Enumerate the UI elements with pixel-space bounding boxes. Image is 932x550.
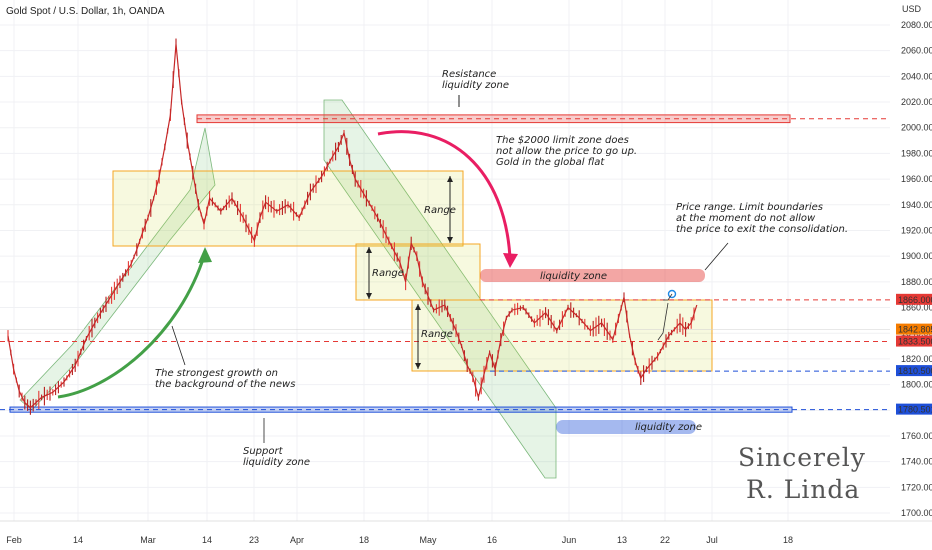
x-tick-label: May: [419, 535, 437, 545]
chart-title: Gold Spot / U.S. Dollar, 1h, OANDA: [6, 6, 165, 17]
decline-arrow: [377, 130, 512, 259]
x-tick-label: 14: [73, 535, 83, 545]
projection-line: [657, 302, 669, 341]
y-tick-label: 1720.00: [901, 482, 932, 492]
level-badge-1: [896, 293, 932, 305]
growth-arrow: [57, 252, 207, 399]
level-badge-label-2: 1842.805: [898, 325, 932, 335]
level-badge-label-1: 1866.000: [898, 295, 932, 305]
range-label-3: Range: [421, 329, 453, 340]
y-tick-label: 1860.00: [901, 303, 932, 313]
x-tick-label: Mar: [140, 535, 156, 545]
grid-layer: [0, 0, 890, 521]
x-tick-label: Apr: [290, 535, 304, 545]
annotation-price-range-pointer: [704, 242, 729, 271]
annotation-limit-zone-line-3: Gold in the global flat: [496, 157, 605, 168]
annotation-support-line-1: Support: [243, 446, 284, 457]
annotation-growth-pointer: [171, 325, 186, 366]
range-label-2: Range: [372, 268, 404, 279]
price-layer: [7, 38, 698, 415]
annotation-price-range-line-3: the price to exit the consolidation.: [676, 224, 848, 235]
level-badge-4: [896, 365, 932, 377]
annotation-limit-zone-line-2: not allow the price to go up.: [496, 146, 637, 157]
y-tick-label: 1980.00: [901, 148, 932, 158]
y-tick-label: 1700.00: [901, 508, 932, 518]
x-tick-label: Jun: [562, 535, 577, 545]
level-badge-label-4: 1810.500: [898, 366, 932, 376]
y-tick-label: 2000.00: [901, 123, 932, 133]
y-tick-label: 1960.00: [901, 174, 932, 184]
range-label-1: Range: [424, 205, 456, 216]
range-arrow-2-bottom: [366, 293, 372, 299]
y-tick-label: 2080.00: [901, 20, 932, 30]
level-badge-label-3: 1833.500: [898, 337, 932, 347]
currency-label: USD: [902, 4, 922, 14]
y-tick-label: 1880.00: [901, 277, 932, 287]
annotation-resistance-line-2: liquidity zone: [442, 80, 509, 91]
x-tick-label: 16: [487, 535, 497, 545]
watermark-line-1: Sincerely: [738, 443, 866, 472]
x-tick-label: Jul: [706, 535, 718, 545]
y-tick-label: 2060.00: [901, 46, 932, 56]
level-badge-3: [896, 335, 932, 347]
range-box-apr-may: [355, 243, 481, 301]
descending-channel: [323, 99, 557, 479]
annotation-support-line-2: liquidity zone: [243, 457, 310, 468]
price-line: [7, 44, 698, 409]
price-axis: [890, 0, 932, 550]
growth-arrow-head: [198, 247, 212, 263]
level-badge-2: [896, 323, 932, 335]
annotation-resistance-line-1: Resistance: [442, 69, 496, 80]
y-tick-label: 1760.00: [901, 431, 932, 441]
range-arrow-1-bottom: [447, 237, 453, 243]
range-arrow-2-top: [366, 247, 372, 253]
x-tick-label: 18: [359, 535, 369, 545]
level-badge-label-5: 1780.501: [898, 405, 932, 415]
y-tick-label: 2020.00: [901, 97, 932, 107]
target-icon: [667, 289, 677, 299]
y-tick-label: 1920.00: [901, 225, 932, 235]
range-box-feb-apr: [112, 170, 464, 247]
x-tick-label: 18: [783, 535, 793, 545]
range-arrow-3-bottom: [415, 363, 421, 369]
y-tick-label: 1800.00: [901, 380, 932, 390]
target-icon-line: [663, 293, 673, 301]
liquidity-label-upper: liquidity zone: [540, 271, 607, 282]
watermark-line-2: R. Linda: [746, 475, 860, 504]
liquidity-zone-lower: [556, 420, 696, 434]
decline-arrow-head: [503, 253, 518, 268]
level-badge-5: [896, 403, 932, 415]
annotation-price-range-line-2: at the moment do not allow: [676, 213, 816, 224]
y-tick-label: 1820.00: [901, 354, 932, 364]
y-tick-label: 1900.00: [901, 251, 932, 261]
x-tick-label: 14: [202, 535, 212, 545]
y-tick-label: 2040.00: [901, 71, 932, 81]
zone-layer: [0, 99, 890, 479]
x-tick-label: 23: [249, 535, 259, 545]
annotation-limit-zone-line-1: The $2000 limit zone does: [496, 135, 629, 146]
annotation-strongest-growth-line-1: The strongest growth on: [155, 368, 278, 379]
annotation-price-range-line-1: Price range. Limit boundaries: [676, 202, 823, 213]
range-arrow-1-top: [447, 176, 453, 182]
x-tick-label: Feb: [6, 535, 22, 545]
x-tick-label: 22: [660, 535, 670, 545]
liquidity-label-lower: liquidity zone: [635, 422, 702, 433]
range-arrow-3-top: [415, 304, 421, 310]
y-tick-label: 1940.00: [901, 200, 932, 210]
x-tick-label: 13: [617, 535, 627, 545]
time-axis: [0, 521, 932, 550]
liquidity-zone-upper: [480, 269, 705, 282]
annotation-strongest-growth-line-2: the background of the news: [155, 379, 295, 390]
y-tick-label: 1740.00: [901, 457, 932, 467]
